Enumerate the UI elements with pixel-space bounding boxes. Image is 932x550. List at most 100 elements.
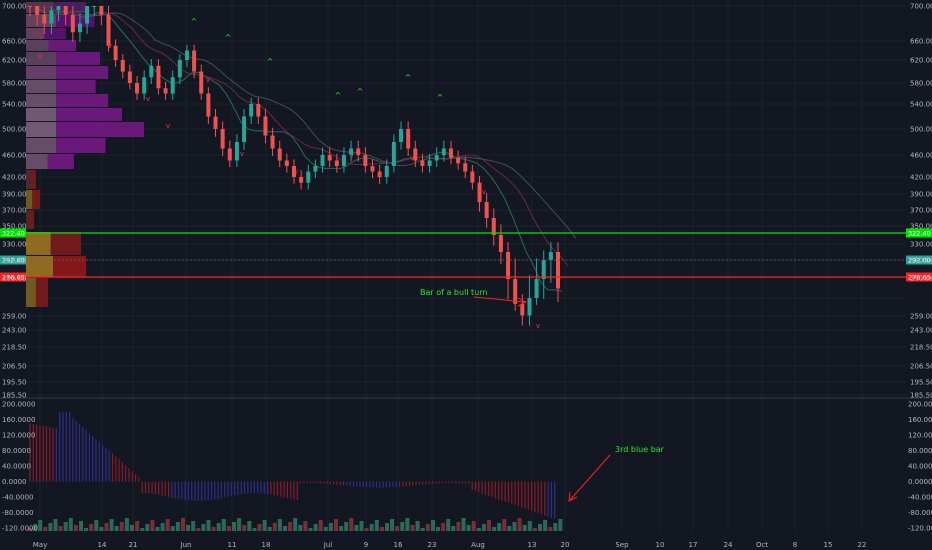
volume-profile-bar <box>56 108 122 121</box>
osc-tick-label: 120.0000 <box>2 432 35 440</box>
candle <box>456 157 461 164</box>
volume-profile-bar <box>26 138 56 153</box>
candle <box>256 104 261 117</box>
candle <box>534 279 539 298</box>
candle <box>470 171 475 183</box>
price-tick-label: 259.00 <box>2 313 27 321</box>
candle <box>370 166 375 172</box>
volume-bar <box>89 524 94 531</box>
volume-bar <box>43 527 48 531</box>
candle <box>548 252 553 260</box>
candlestick-series <box>28 6 560 326</box>
price-tick-label: 500.00 <box>910 126 932 134</box>
annotation-bull-turn: Bar of a bull turn <box>420 288 487 297</box>
price-tick-label: 460.00 <box>2 152 27 160</box>
price-tick-label: 290.00 <box>2 275 27 283</box>
time-tick-label: Sep <box>615 541 629 549</box>
volume-profile-bar <box>30 170 36 189</box>
candle <box>56 6 61 11</box>
fractal-down-icon: v <box>482 188 486 196</box>
candle <box>484 202 489 218</box>
volume-bar <box>481 524 486 531</box>
price-tick-label: 420.00 <box>2 174 27 182</box>
volume-bar <box>130 525 134 531</box>
volume-bar <box>543 520 548 531</box>
volume-profile-bar <box>26 94 56 107</box>
volume-bar <box>553 523 558 531</box>
candle <box>391 142 396 166</box>
fractal-down-icon: v <box>108 42 112 50</box>
price-tick-label: 218.50 <box>910 344 932 352</box>
volume-bar <box>84 528 89 531</box>
candle <box>192 50 197 72</box>
fractal-up-icon: ^ <box>225 33 232 42</box>
volume-profile-bar <box>56 66 109 79</box>
candle <box>49 10 54 24</box>
volume-profile-bar <box>26 52 56 65</box>
volume-profile-bar <box>44 28 66 39</box>
candle <box>70 14 75 33</box>
candle <box>277 148 282 161</box>
volume-profile-bar <box>50 232 81 255</box>
volume-bar <box>308 528 313 531</box>
price-tick-label: 660.00 <box>2 38 27 46</box>
fractal-down-icon: v <box>350 151 354 159</box>
volume-bar <box>48 523 53 531</box>
volume-bar <box>334 519 338 531</box>
volume-bar <box>298 525 303 531</box>
osc-tick-label: 160.0000 <box>908 416 932 424</box>
volume-bar <box>349 518 354 531</box>
time-tick-label: 11 <box>228 541 237 549</box>
candle <box>99 6 104 15</box>
candle <box>149 65 154 78</box>
candle <box>448 148 453 158</box>
last-price-label: 292.00 <box>2 257 25 265</box>
oscillator-left-axis: 200.0000 160.0000 120.0000 80.0000 40.0000 0.… <box>2 401 38 533</box>
volume-bar <box>344 522 349 531</box>
price-tick-label: 206.50 <box>2 363 27 371</box>
candle <box>520 303 525 316</box>
candle <box>156 65 161 89</box>
fractal-down-icon: v <box>378 170 382 178</box>
candle <box>284 160 289 166</box>
volume-bar <box>272 523 277 531</box>
volume-bar <box>359 521 364 531</box>
price-tick-label: 350.00 <box>2 223 27 231</box>
volume-bar <box>420 528 425 531</box>
volume-bar <box>492 527 497 531</box>
time-tick-label: May <box>33 541 47 549</box>
volume-profile-bar <box>53 2 86 13</box>
volume-profile-bar <box>26 40 49 51</box>
price-tick-label: 206.50 <box>910 363 932 371</box>
volume-profile-bar <box>29 210 34 229</box>
time-tick-label: Jul <box>323 541 333 549</box>
volume-bar <box>73 525 78 531</box>
time-tick-label: 21 <box>129 541 138 549</box>
volume-bar <box>252 528 257 531</box>
volume-bar <box>527 521 532 531</box>
price-tick-label: 310.00 <box>2 257 27 265</box>
volume-profile-bar <box>26 108 56 121</box>
price-tick-label: 218.50 <box>2 344 27 352</box>
volume-bars <box>28 518 563 531</box>
price-tick-label: 290.00 <box>910 275 932 283</box>
candle <box>377 171 382 177</box>
volume-bar <box>191 521 196 531</box>
volume-bar <box>532 528 537 531</box>
volume-bar <box>109 519 114 531</box>
level-tag-label: 276.65 <box>908 274 931 282</box>
volume-bar <box>410 525 415 531</box>
price-tick-label: 580.00 <box>910 80 932 88</box>
candle <box>334 160 339 166</box>
volume-bar <box>68 518 73 531</box>
volume-bar <box>94 520 99 531</box>
moving-average-line <box>39 5 569 267</box>
candle <box>363 155 368 166</box>
osc-tick-label: 200.0000 <box>908 401 932 409</box>
candle <box>163 88 168 94</box>
osc-tick-label: 160.0000 <box>2 416 35 424</box>
volume-bar <box>512 522 517 531</box>
price-tick-label: 195.50 <box>910 379 932 387</box>
candle <box>263 116 268 136</box>
